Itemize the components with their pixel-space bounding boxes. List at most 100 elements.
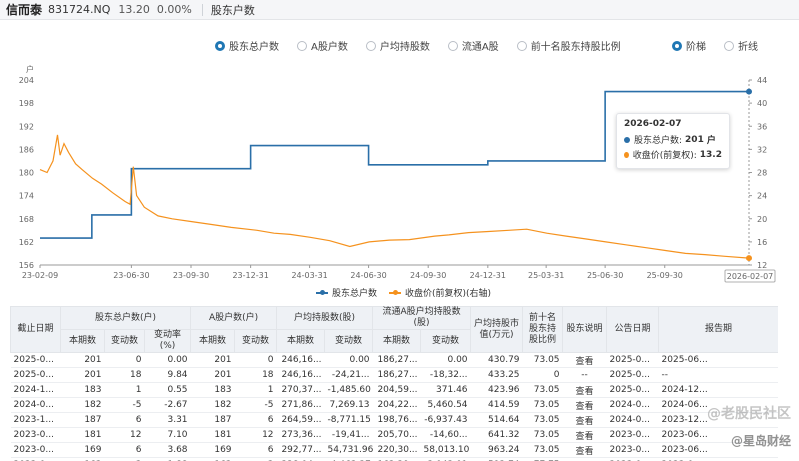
table-cell: 182 bbox=[60, 397, 105, 413]
table-cell: 2023-12... bbox=[658, 412, 778, 428]
tooltip-holders-label: 股东总户数: bbox=[634, 136, 683, 146]
table-row[interactable]: 2023-0... 169 6 3.68 169 6 292,77... 54,731.96 2… bbox=[10, 442, 778, 458]
col-date[interactable]: 截止日期 bbox=[10, 306, 61, 353]
holders-price-chart[interactable]: 户 156 162 168 174 180 186 192 198 204 12 16 20 24 28 32… bbox=[0, 58, 799, 300]
view-link[interactable]: 查看 bbox=[562, 382, 607, 398]
col-avg-value[interactable]: 户均持股市值(万元) bbox=[470, 306, 524, 353]
holders-end-point bbox=[746, 88, 752, 95]
table-cell: 2023-0... bbox=[606, 442, 659, 458]
table-cell: 73.05 bbox=[522, 427, 563, 443]
view-link[interactable]: 查看 bbox=[562, 427, 607, 443]
y-right-tick-label: 24 bbox=[757, 192, 767, 201]
col-sub[interactable]: 本期数 bbox=[60, 329, 105, 353]
view-link[interactable]: 查看 bbox=[562, 457, 607, 461]
table-cell: 2023-0... bbox=[10, 427, 61, 443]
view-link[interactable]: 查看 bbox=[562, 412, 607, 428]
header-divider bbox=[201, 3, 203, 16]
table-row[interactable]: 2024-1... 183 1 0.55 183 1 270,37... -1,485.60 2… bbox=[10, 382, 778, 398]
col-top10[interactable]: 前十名股东持股比例 bbox=[522, 306, 564, 353]
table-row[interactable]: 2025-0... 201 18 9.84 201 18 246,16... -24,21..… bbox=[10, 367, 778, 383]
col-sub[interactable]: 变动数 bbox=[420, 329, 472, 353]
table-cell: 2025-0... bbox=[10, 352, 61, 368]
tooltip-price-label: 收盘价(前复权): bbox=[632, 151, 697, 161]
toggle-a-share-holders[interactable]: A股户数 bbox=[297, 38, 348, 53]
table-cell: 264,59... bbox=[276, 412, 325, 428]
table-cell: 2024-12... bbox=[658, 382, 778, 398]
legend-price[interactable]: 收盘价(前复权)(右轴) bbox=[389, 286, 491, 299]
col-sub[interactable]: 变动率(%) bbox=[143, 329, 192, 353]
x-tick-label: 24-09-30 bbox=[410, 271, 446, 280]
x-end-label: 2026-02-07 bbox=[727, 272, 774, 281]
table-cell: 187 bbox=[190, 412, 235, 428]
legend-holders[interactable]: 股东总户数 bbox=[316, 286, 377, 299]
table-cell: 1.88 bbox=[144, 457, 191, 461]
table-cell: 73.05 bbox=[522, 352, 563, 368]
table-row[interactable]: 2025-0... 201 0 0.00 201 0 246,16... 0.00 186,27… bbox=[10, 352, 778, 368]
table-cell: 6 bbox=[234, 442, 277, 458]
col-sub[interactable]: 变动数 bbox=[234, 329, 278, 353]
table-cell: 12 bbox=[234, 427, 277, 443]
y-left-tick-label: 174 bbox=[19, 192, 34, 201]
col-sub[interactable]: 本期数 bbox=[190, 329, 236, 353]
table-cell: 2025-0... bbox=[10, 367, 61, 383]
view-link: -- bbox=[562, 367, 607, 383]
table-row[interactable]: 2023-0...16331.881633238,04...-4,463.371… bbox=[10, 457, 778, 461]
toggle-top10-ratio[interactable]: 前十名股东持股比例 bbox=[516, 38, 621, 53]
toggle-avg-holding[interactable]: 户均持股数 bbox=[365, 38, 430, 53]
table-row[interactable]: 2023-1... 187 6 3.31 187 6 264,59... -8,771.15 1… bbox=[10, 412, 778, 428]
col-announce-date[interactable]: 公告日期 bbox=[606, 306, 660, 353]
table-cell: 641.32 bbox=[470, 427, 523, 443]
col-sub[interactable]: 变动数 bbox=[104, 329, 145, 353]
view-link[interactable]: 查看 bbox=[562, 352, 607, 368]
page-title[interactable]: 股东户数 bbox=[210, 3, 255, 17]
col-report-period[interactable]: 报告期 bbox=[658, 306, 778, 353]
table-cell: 3 bbox=[234, 457, 277, 461]
view-link[interactable]: 查看 bbox=[562, 442, 607, 458]
radio-icon bbox=[672, 40, 682, 51]
table-row[interactable]: 2023-0... 181 12 7.10 181 12 273,36... -19,41..… bbox=[10, 427, 778, 443]
table-cell: 963.24 bbox=[470, 442, 523, 458]
table-cell: -18,32... bbox=[420, 367, 471, 383]
legend-label: 收盘价(前复权)(右轴) bbox=[405, 289, 492, 299]
table-row[interactable]: 2024-0... 182 -5 -2.67 182 -5 271,86... 7,269.1… bbox=[10, 397, 778, 413]
y-right-tick-label: 40 bbox=[757, 99, 767, 108]
table-cell: 271,86... bbox=[276, 397, 325, 413]
mode-line[interactable]: 折线 bbox=[724, 38, 758, 53]
col-sub[interactable]: 变动数 bbox=[324, 329, 374, 353]
table-cell: 3.68 bbox=[144, 442, 191, 458]
radio-icon bbox=[365, 40, 376, 51]
table-cell: 2024-1... bbox=[10, 382, 61, 398]
table-cell: 2024-06... bbox=[658, 397, 778, 413]
table-cell: 414.59 bbox=[470, 397, 523, 413]
radio-icon bbox=[297, 40, 307, 51]
toggle-float-a[interactable]: 流通A股 bbox=[447, 38, 499, 53]
table-cell: 0 bbox=[234, 352, 277, 368]
col-group-float-avg: 流通A股户均持股数(股) bbox=[372, 306, 472, 330]
col-sub[interactable]: 本期数 bbox=[276, 329, 326, 353]
toggle-total-holders[interactable]: 股东总户数 bbox=[215, 38, 279, 53]
table-cell: 54,731.96 bbox=[324, 442, 373, 458]
table-cell: 182 bbox=[190, 397, 235, 413]
mode-label: 阶梯 bbox=[686, 42, 706, 53]
table-cell: -6,937.43 bbox=[420, 412, 471, 428]
holders-table[interactable]: 截止日期 股东总户数(户) A股户数(户) 户均持股数(股) 流通A股户均持股数… bbox=[10, 306, 778, 461]
stock-change: 0.00% bbox=[156, 3, 192, 16]
x-tick-label: 23-09-30 bbox=[173, 271, 209, 280]
tooltip-date: 2026-02-07 bbox=[624, 119, 682, 129]
stock-name: 信而泰 bbox=[6, 3, 43, 17]
holders-step-line bbox=[40, 90, 749, 239]
table-cell: 2023-0... bbox=[658, 457, 778, 461]
table-cell: 2024-0... bbox=[10, 397, 61, 413]
table-cell: 77.75 bbox=[522, 457, 563, 461]
mode-step[interactable]: 阶梯 bbox=[672, 38, 706, 53]
table-cell: 220,30... bbox=[372, 442, 421, 458]
tooltip-holders-value: 201 bbox=[685, 134, 704, 145]
tooltip-holders-unit: 户 bbox=[706, 136, 716, 146]
view-link[interactable]: 查看 bbox=[562, 397, 607, 413]
col-sub[interactable]: 本期数 bbox=[372, 329, 422, 353]
toggle-label: 户均持股数 bbox=[379, 42, 430, 53]
table-cell: 2024-0... bbox=[606, 397, 659, 413]
table-cell: 423.96 bbox=[470, 382, 523, 398]
chart-mode-group: 阶梯 折线 bbox=[672, 38, 776, 53]
x-tick-label: 24-06-30 bbox=[350, 271, 386, 280]
